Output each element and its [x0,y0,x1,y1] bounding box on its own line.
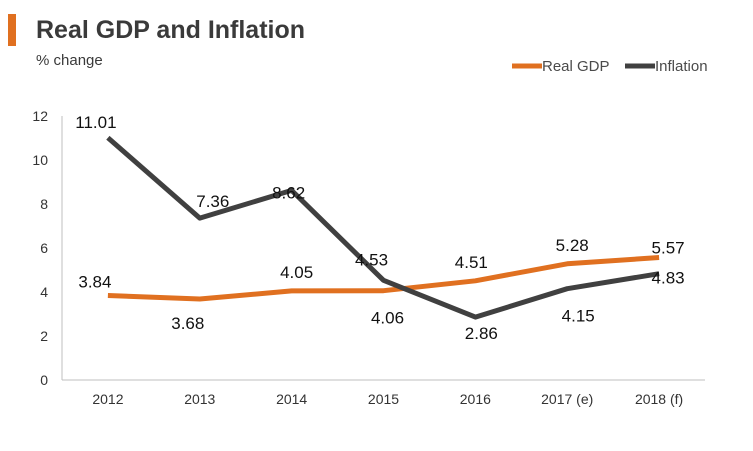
inflation-data-label: 2.86 [465,324,498,343]
chart-title: Real GDP and Inflation [36,16,306,44]
real-gdp-data-label: 4.06 [371,309,404,328]
data-labels: 3.84 3.68 4.05 4.06 4.51 5.28 5.57 11.01 7.36 8.6… [75,113,684,343]
real-gdp-data-label: 3.68 [171,314,204,333]
title-accent-bar [8,14,16,46]
real-gdp-data-label: 3.84 [78,273,111,292]
inflation-legend-label: Inflation [655,58,708,75]
chart-legend: Real GDP Inflation [512,58,708,75]
real-gdp-legend-label: Real GDP [542,58,610,75]
inflation-line [106,135,660,320]
x-tick-label: 2014 [276,391,307,407]
y-tick-label: 8 [40,196,48,212]
chart-axes [61,116,705,381]
x-tick-label: 2016 [460,391,491,407]
y-tick-label: 0 [40,372,48,388]
inflation-data-label: 4.83 [652,269,685,288]
inflation-data-label: 4.15 [562,307,595,326]
x-tick-label: 2015 [368,391,399,407]
real-gdp-line [107,255,660,302]
real-gdp-data-label: 5.57 [652,238,685,257]
inflation-data-label: 8.62 [272,183,305,202]
chart-subtitle: % change [36,52,103,69]
inflation-data-label: 4.53 [355,250,388,269]
inflation-data-label: 7.36 [196,192,229,211]
y-tick-label: 10 [32,152,48,168]
y-axis-ticks: 0 2 4 6 8 10 12 [32,108,48,388]
y-tick-label: 2 [40,328,48,344]
real-gdp-data-label: 4.51 [455,253,488,272]
x-tick-label: 2012 [92,391,123,407]
x-tick-label: 2017 (e) [541,391,593,407]
y-tick-label: 6 [40,240,48,256]
real-gdp-data-label: 5.28 [556,236,589,255]
x-axis-ticks: 2012 2013 2014 2015 2016 2017 (e) 2018 (f) [92,391,683,407]
x-tick-label: 2018 (f) [635,391,683,407]
series-lines [106,135,660,320]
real-gdp-data-label: 4.05 [280,263,313,282]
y-tick-label: 12 [32,108,48,124]
y-tick-label: 4 [40,284,48,300]
x-tick-label: 2013 [184,391,215,407]
inflation-data-label: 11.01 [75,113,116,132]
